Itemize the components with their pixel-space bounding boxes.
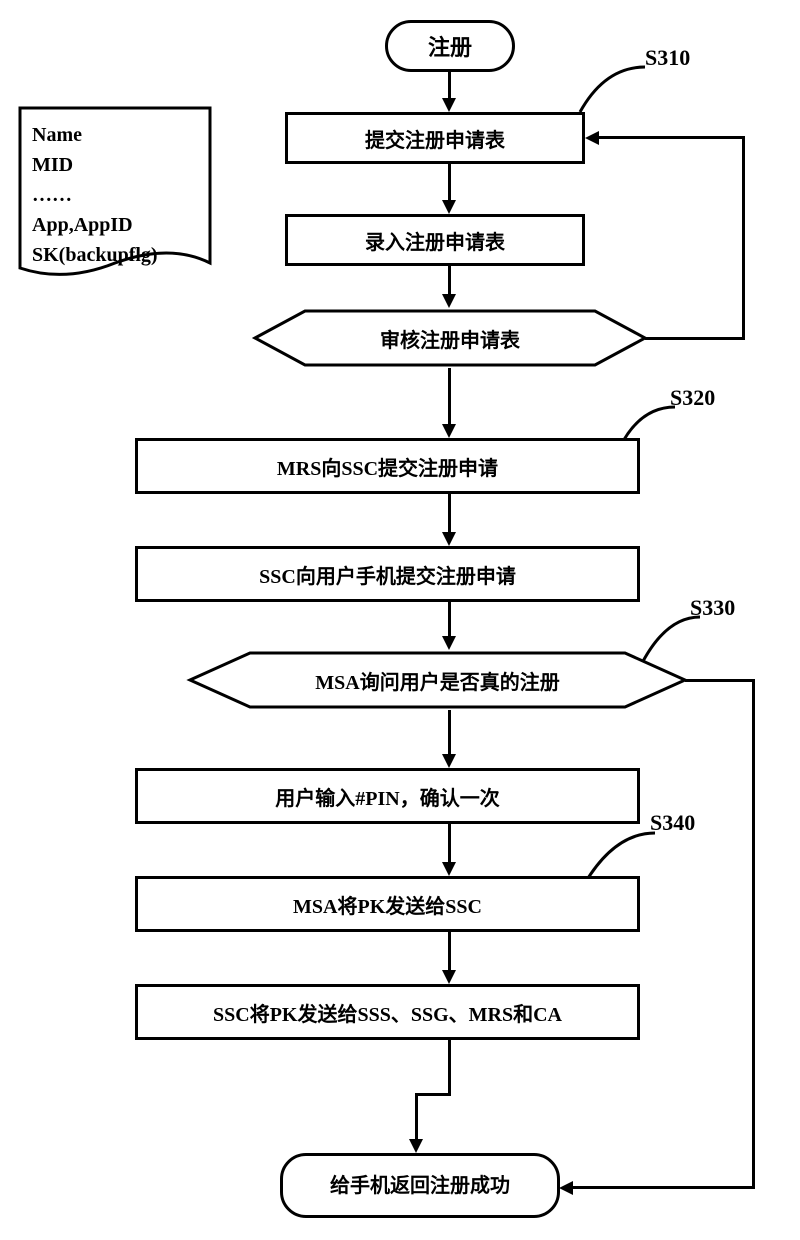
step-mrs-to-ssc: MRS向SSC提交注册申请 — [135, 438, 640, 494]
step-msa-send-pk-label: MSA将PK发送给SSC — [293, 890, 482, 919]
arrow-s2-d1 — [448, 266, 451, 296]
note-border — [20, 108, 210, 283]
arrow-d2-s5 — [448, 710, 451, 756]
arrow-head-s4-d2 — [442, 636, 456, 650]
arrow-head-d2-s5 — [442, 754, 456, 768]
line-d2-down — [752, 679, 755, 1189]
decision-review-label: 审核注册申请表 — [380, 324, 520, 353]
line-d2-right — [685, 679, 755, 682]
callout-s310 — [575, 62, 665, 117]
decision-review: 审核注册申请表 — [220, 308, 680, 368]
arrow-head-s5-s6 — [442, 862, 456, 876]
step-msa-send-pk: MSA将PK发送给SSC — [135, 876, 640, 932]
step-user-pin: 用户输入#PIN，确认一次 — [135, 768, 640, 824]
arrow-s3-s4 — [448, 494, 451, 534]
step-ssc-send-pk-label: SSC将PK发送给SSS、SSG、MRS和CA — [213, 998, 562, 1027]
step-enter-form-label: 录入注册申请表 — [365, 226, 505, 255]
step-ssc-send-pk: SSC将PK发送给SSS、SSG、MRS和CA — [135, 984, 640, 1040]
arrow-s7-down1 — [448, 1040, 451, 1095]
arrow-head-start-s1 — [442, 98, 456, 112]
arrow-d1-s3 — [448, 368, 451, 426]
arrow-s7-down2 — [415, 1093, 418, 1141]
arrow-head-s7-end — [409, 1139, 423, 1153]
step-user-pin-label: 用户输入#PIN，确认一次 — [275, 782, 499, 811]
step-ssc-to-phone: SSC向用户手机提交注册申请 — [135, 546, 640, 602]
step-submit-form: 提交注册申请表 — [285, 112, 585, 164]
step-submit-form-label: 提交注册申请表 — [365, 124, 505, 153]
arrow-s4-d2 — [448, 602, 451, 638]
arrow-s5-s6 — [448, 824, 451, 864]
note-document: Name MID …… App,AppID SK(backupflg) — [20, 108, 210, 283]
arrow-head-s2-d1 — [442, 294, 456, 308]
arrow-head-d2-end — [559, 1181, 573, 1195]
line-d1-up — [742, 138, 745, 340]
arrow-head-s3-s4 — [442, 532, 456, 546]
start-label: 注册 — [428, 30, 472, 62]
decision-msa-label: MSA询问用户是否真的注册 — [315, 666, 559, 695]
flowchart-canvas: 注册 Name MID …… App,AppID SK(backupflg) S… — [20, 20, 780, 1220]
arrow-head-d1-back — [585, 131, 599, 145]
arrow-head-s6-s7 — [442, 970, 456, 984]
arrow-s6-s7 — [448, 932, 451, 972]
step-mrs-to-ssc-label: MRS向SSC提交注册申请 — [277, 452, 498, 481]
line-d2-left — [572, 1186, 755, 1189]
step-ssc-to-phone-label: SSC向用户手机提交注册申请 — [259, 560, 516, 589]
arrow-s1-s2 — [448, 164, 451, 202]
arrow-head-s1-s2 — [442, 200, 456, 214]
line-d1-left — [598, 136, 745, 139]
end-node: 给手机返回注册成功 — [280, 1153, 560, 1218]
arrow-head-d1-s3 — [442, 424, 456, 438]
end-label: 给手机返回注册成功 — [330, 1174, 510, 1198]
line-d1-right — [645, 337, 745, 340]
step-enter-form: 录入注册申请表 — [285, 214, 585, 266]
arrow-s7-jog — [415, 1093, 451, 1096]
decision-msa: MSA询问用户是否真的注册 — [150, 650, 725, 710]
arrow-start-s1 — [448, 72, 451, 100]
start-node: 注册 — [385, 20, 515, 72]
